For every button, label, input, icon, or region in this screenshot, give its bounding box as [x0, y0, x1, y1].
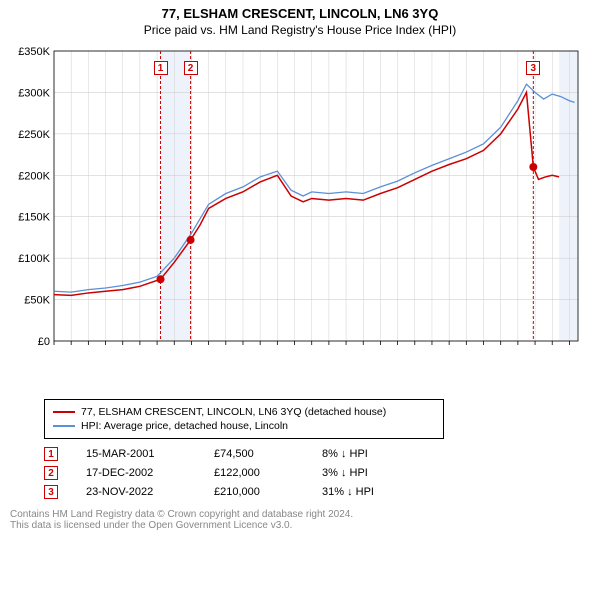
transaction-price: £74,500 — [214, 448, 294, 460]
legend: 77, ELSHAM CRESCENT, LINCOLN, LN6 3YQ (d… — [44, 399, 444, 439]
transaction-date: 23-NOV-2022 — [86, 486, 186, 498]
svg-text:£50K: £50K — [24, 295, 50, 307]
transaction-date: 17-DEC-2002 — [86, 467, 186, 479]
transaction-marker: 3 — [44, 485, 58, 499]
transaction-diff: 8% ↓ HPI — [322, 448, 422, 460]
transaction-table: 1 15-MAR-2001 £74,500 8% ↓ HPI 2 17-DEC-2002 £… — [44, 447, 590, 499]
svg-text:£150K: £150K — [18, 212, 50, 224]
transaction-row: 2 17-DEC-2002 £122,000 3% ↓ HPI — [44, 466, 590, 480]
line-chart-svg: £0£50K£100K£150K£200K£250K£300K£350K1995… — [10, 41, 590, 391]
svg-text:£0: £0 — [38, 336, 50, 348]
transaction-date: 15-MAR-2001 — [86, 448, 186, 460]
legend-label: 77, ELSHAM CRESCENT, LINCOLN, LN6 3YQ (d… — [81, 406, 386, 418]
transaction-row: 3 23-NOV-2022 £210,000 31% ↓ HPI — [44, 485, 590, 499]
legend-label: HPI: Average price, detached house, Linc… — [81, 420, 288, 432]
chart-marker-2: 2 — [184, 61, 198, 75]
chart-subtitle: Price paid vs. HM Land Registry's House … — [0, 23, 600, 37]
legend-item: HPI: Average price, detached house, Linc… — [53, 420, 435, 432]
chart-marker-3: 3 — [526, 61, 540, 75]
svg-text:£200K: £200K — [18, 170, 50, 182]
transaction-price: £210,000 — [214, 486, 294, 498]
transaction-diff: 3% ↓ HPI — [322, 467, 422, 479]
svg-text:£300K: £300K — [18, 87, 50, 99]
legend-item: 77, ELSHAM CRESCENT, LINCOLN, LN6 3YQ (d… — [53, 406, 435, 418]
footer-line-2: This data is licensed under the Open Gov… — [10, 520, 590, 531]
svg-text:£250K: £250K — [18, 129, 50, 141]
legend-swatch — [53, 425, 75, 427]
chart-title: 77, ELSHAM CRESCENT, LINCOLN, LN6 3YQ — [0, 6, 600, 21]
chart-area: £0£50K£100K£150K£200K£250K£300K£350K1995… — [10, 41, 590, 391]
transaction-marker: 1 — [44, 447, 58, 461]
transaction-diff: 31% ↓ HPI — [322, 486, 422, 498]
legend-swatch — [53, 411, 75, 413]
transaction-price: £122,000 — [214, 467, 294, 479]
transaction-row: 1 15-MAR-2001 £74,500 8% ↓ HPI — [44, 447, 590, 461]
footer-line-1: Contains HM Land Registry data © Crown c… — [10, 509, 590, 520]
transaction-marker: 2 — [44, 466, 58, 480]
footer-text: Contains HM Land Registry data © Crown c… — [10, 509, 590, 531]
chart-marker-1: 1 — [154, 61, 168, 75]
title-block: 77, ELSHAM CRESCENT, LINCOLN, LN6 3YQ Pr… — [0, 0, 600, 37]
svg-text:£100K: £100K — [18, 253, 50, 265]
svg-text:£350K: £350K — [18, 46, 50, 58]
chart-container: 77, ELSHAM CRESCENT, LINCOLN, LN6 3YQ Pr… — [0, 0, 600, 590]
